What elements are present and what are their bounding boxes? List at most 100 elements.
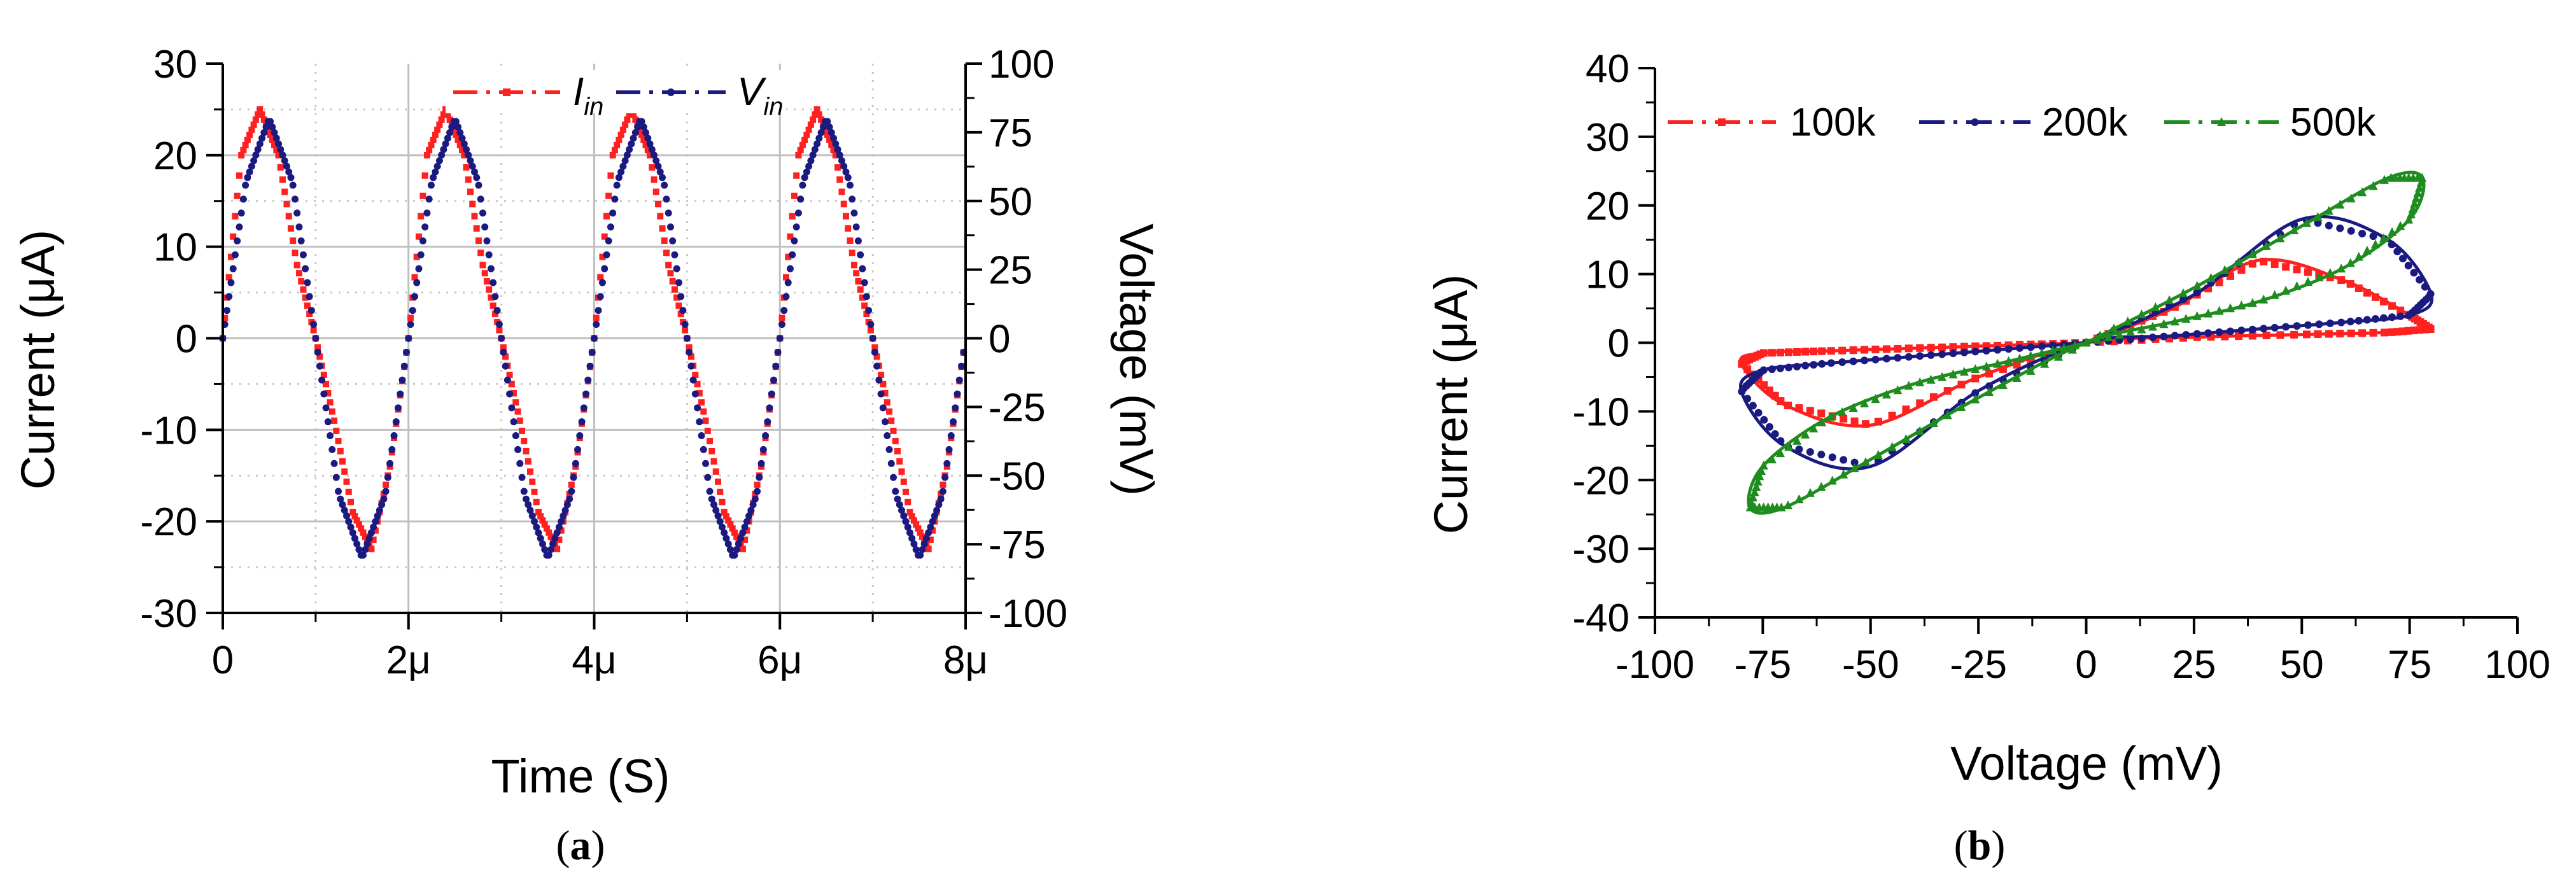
data-point-i-in bbox=[803, 131, 810, 138]
data-point-v-in bbox=[879, 404, 887, 412]
data-point-i-in bbox=[222, 314, 229, 321]
data-point-v-in bbox=[306, 293, 313, 300]
data-point-v-in bbox=[267, 118, 274, 125]
data-point-v-in bbox=[815, 134, 823, 142]
data-point-500k bbox=[1809, 423, 1819, 433]
data-point-v-in bbox=[663, 195, 670, 203]
panel-b-caption-letter: b bbox=[1968, 822, 1992, 869]
data-point-100k bbox=[2371, 293, 2379, 301]
data-point-v-in bbox=[702, 460, 710, 467]
data-point-v-in bbox=[555, 523, 563, 531]
data-point-100k bbox=[1806, 407, 1814, 415]
data-point-v-in bbox=[615, 174, 623, 181]
data-point-v-in bbox=[768, 390, 775, 398]
data-point-i-in bbox=[362, 533, 369, 540]
data-point-i-in bbox=[252, 116, 259, 123]
data-point-i-in bbox=[269, 136, 276, 143]
data-point-i-in bbox=[700, 408, 707, 415]
data-point-200k bbox=[2369, 232, 2377, 241]
data-point-i-in bbox=[871, 344, 878, 351]
data-point-v-in bbox=[370, 523, 377, 531]
data-point-v-in bbox=[378, 501, 386, 509]
data-point-200k bbox=[2179, 295, 2187, 304]
data-point-i-in bbox=[686, 344, 693, 351]
data-point-i-in bbox=[360, 529, 367, 536]
data-point-500k bbox=[1971, 364, 1980, 374]
data-point-v-in bbox=[355, 545, 363, 553]
data-point-200k bbox=[1768, 365, 1776, 374]
data-point-i-in bbox=[514, 408, 521, 415]
data-point-v-in bbox=[952, 404, 959, 412]
data-point-v-in bbox=[683, 335, 691, 342]
data-point-v-in bbox=[890, 474, 897, 481]
data-point-v-in bbox=[939, 488, 947, 495]
data-point-500k bbox=[2270, 290, 2279, 299]
data-point-100k bbox=[2347, 329, 2355, 337]
data-point-i-in bbox=[840, 200, 847, 207]
data-point-i-in bbox=[801, 136, 808, 143]
data-point-i-in bbox=[898, 468, 905, 475]
data-point-v-in bbox=[721, 529, 728, 537]
data-point-100k bbox=[1904, 344, 1913, 353]
data-point-200k bbox=[1894, 354, 1902, 362]
data-point-500k bbox=[2178, 288, 2188, 297]
data-point-500k bbox=[1848, 402, 1858, 412]
data-point-200k bbox=[1949, 349, 1957, 358]
data-point-v-in bbox=[541, 545, 549, 553]
data-point-100k bbox=[2380, 328, 2388, 337]
data-point-v-in bbox=[826, 123, 833, 131]
data-point-i-in bbox=[807, 121, 814, 128]
panel-b-x-axis-title: Voltage (mV) bbox=[1950, 737, 2223, 790]
data-point-i-in bbox=[246, 131, 253, 138]
data-point-i-in bbox=[258, 111, 265, 118]
data-point-v-in bbox=[430, 174, 437, 181]
data-point-i-in bbox=[461, 151, 468, 158]
data-point-100k bbox=[2325, 330, 2333, 338]
data-point-i-in bbox=[333, 427, 340, 434]
data-point-100k bbox=[2369, 328, 2377, 337]
data-point-500k bbox=[1767, 454, 1777, 463]
data-point-500k bbox=[1747, 498, 1756, 507]
data-point-v-in bbox=[603, 251, 610, 258]
data-point-i-in bbox=[454, 136, 461, 143]
data-point-i-in bbox=[418, 213, 425, 220]
data-point-i-in bbox=[292, 250, 299, 257]
data-point-v-in bbox=[533, 523, 540, 531]
legend-symbol-i-in bbox=[503, 88, 510, 96]
data-point-100k bbox=[1793, 348, 1801, 356]
x-tick-label: 50 bbox=[2280, 643, 2324, 687]
right-tick-label: -25 bbox=[989, 386, 1046, 430]
data-point-i-in bbox=[742, 536, 749, 543]
data-point-500k bbox=[2192, 281, 2202, 290]
data-point-v-in bbox=[671, 251, 679, 258]
data-point-i-in bbox=[797, 146, 804, 153]
data-point-v-in bbox=[229, 265, 237, 272]
data-point-i-in bbox=[234, 192, 241, 199]
data-point-200k bbox=[1971, 348, 1980, 356]
data-point-v-in bbox=[954, 390, 961, 398]
data-point-v-in bbox=[411, 293, 418, 300]
data-point-v-in bbox=[714, 512, 722, 520]
data-point-v-in bbox=[500, 348, 507, 356]
data-point-500k bbox=[1801, 430, 1810, 439]
data-point-v-in bbox=[563, 501, 571, 509]
data-point-v-in bbox=[935, 501, 943, 509]
data-point-i-in bbox=[810, 116, 817, 123]
data-point-100k bbox=[2293, 265, 2301, 274]
data-point-i-in bbox=[651, 176, 658, 183]
data-point-i-in bbox=[421, 172, 428, 179]
data-point-i-in bbox=[640, 136, 647, 143]
data-point-i-in bbox=[293, 262, 300, 269]
data-point-500k bbox=[1904, 381, 1913, 390]
data-point-v-in bbox=[689, 376, 697, 384]
data-point-100k bbox=[1768, 349, 1776, 357]
data-point-v-in bbox=[262, 123, 270, 131]
data-point-i-in bbox=[347, 498, 354, 505]
data-point-100k bbox=[1874, 418, 1882, 426]
data-point-v-in bbox=[297, 237, 305, 244]
data-point-v-in bbox=[726, 545, 734, 553]
data-point-v-in bbox=[894, 495, 901, 503]
data-point-v-in bbox=[857, 251, 864, 258]
data-point-i-in bbox=[491, 311, 498, 318]
